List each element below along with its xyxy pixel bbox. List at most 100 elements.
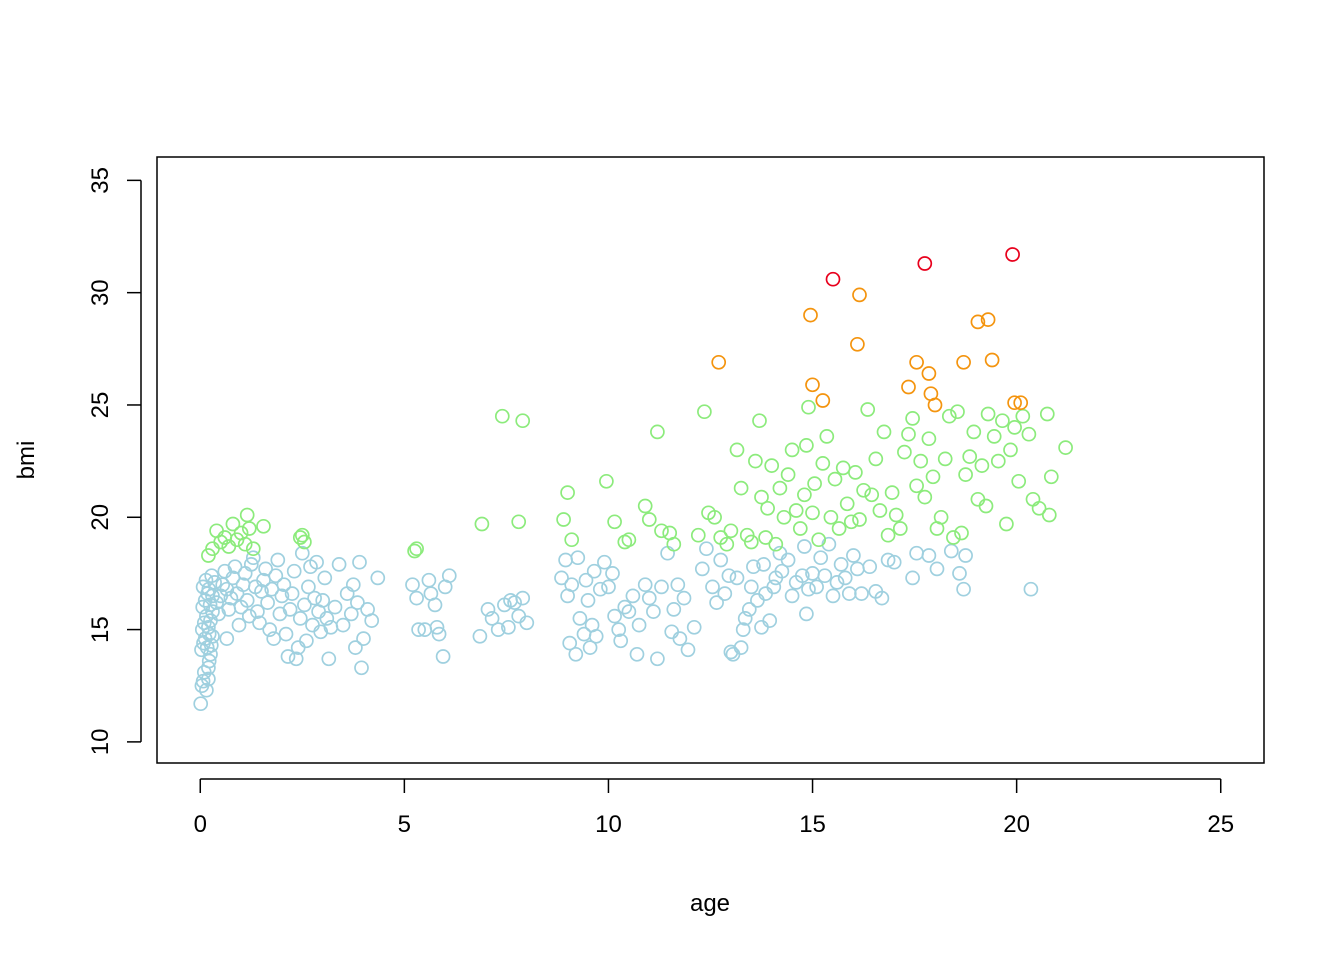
data-point xyxy=(507,595,522,610)
data-point xyxy=(511,608,527,624)
data-point xyxy=(801,581,816,597)
data-point xyxy=(729,442,745,458)
data-point xyxy=(637,577,653,593)
data-point xyxy=(990,453,1006,469)
data-point xyxy=(411,622,426,637)
data-point xyxy=(711,354,727,370)
data-point xyxy=(925,469,941,485)
data-point xyxy=(872,503,888,518)
data-point xyxy=(970,314,986,330)
data-point xyxy=(260,595,275,610)
data-point xyxy=(666,602,682,617)
data-point xyxy=(733,640,749,655)
data-point xyxy=(835,460,851,476)
data-point xyxy=(690,527,706,543)
data-point xyxy=(654,579,669,595)
data-point xyxy=(331,557,347,572)
data-point xyxy=(852,287,867,303)
data-point xyxy=(409,590,424,606)
data-point xyxy=(966,424,982,440)
data-point xyxy=(986,429,1002,444)
data-point xyxy=(1041,507,1057,523)
data-point xyxy=(270,552,286,568)
data-point xyxy=(958,548,973,563)
data-point xyxy=(650,424,665,440)
data-point xyxy=(480,602,496,617)
data-point xyxy=(203,637,219,653)
data-point xyxy=(621,604,637,619)
data-point xyxy=(1021,426,1037,442)
data-point xyxy=(629,646,645,662)
data-point xyxy=(617,599,633,615)
data-point xyxy=(646,604,661,619)
data-point xyxy=(748,453,763,469)
data-point xyxy=(799,438,814,453)
data-point xyxy=(282,602,298,617)
data-point xyxy=(705,579,720,595)
data-point xyxy=(637,498,653,514)
data-point xyxy=(713,552,729,568)
data-point xyxy=(862,559,878,575)
data-point xyxy=(901,426,916,442)
data-point xyxy=(760,500,775,516)
data-point xyxy=(582,640,598,655)
data-point xyxy=(501,619,516,635)
data-point xyxy=(874,590,890,606)
data-point xyxy=(268,568,284,584)
data-point xyxy=(892,521,908,536)
data-point xyxy=(937,451,953,467)
data-point xyxy=(562,635,578,651)
data-point xyxy=(729,570,745,586)
data-point xyxy=(490,622,506,637)
data-point xyxy=(607,514,622,530)
data-point xyxy=(284,586,300,601)
data-point xyxy=(909,545,924,561)
data-point xyxy=(294,527,310,543)
data-point xyxy=(754,489,769,505)
data-point xyxy=(315,593,331,608)
data-point xyxy=(913,453,929,469)
data-point xyxy=(305,617,320,633)
data-point xyxy=(356,631,371,646)
data-point xyxy=(707,509,722,525)
data-point xyxy=(746,559,761,575)
data-point xyxy=(1031,500,1047,516)
data-point xyxy=(927,397,943,413)
data-point xyxy=(792,521,808,536)
data-point xyxy=(515,590,531,606)
data-point xyxy=(297,534,312,550)
data-point xyxy=(1023,581,1039,597)
data-point xyxy=(641,590,657,606)
data-point xyxy=(1015,408,1031,424)
data-point xyxy=(1043,469,1059,485)
data-point xyxy=(631,617,647,633)
data-point xyxy=(654,523,669,539)
data-point xyxy=(621,532,637,548)
data-point xyxy=(805,505,820,521)
data-point xyxy=(794,568,810,584)
data-point xyxy=(780,552,796,568)
data-point xyxy=(984,352,1000,368)
y-tick-label: 10 xyxy=(87,729,114,756)
data-point xyxy=(354,660,369,676)
data-point xyxy=(741,602,757,617)
data-point xyxy=(607,608,622,624)
data-point xyxy=(797,487,812,503)
data-point xyxy=(409,541,424,557)
x-tick-label: 15 xyxy=(799,811,826,838)
data-point xyxy=(278,626,294,642)
data-point xyxy=(860,402,876,417)
data-point xyxy=(762,613,778,628)
data-point xyxy=(978,498,994,514)
points-layer xyxy=(193,247,1073,712)
data-point xyxy=(558,552,573,568)
data-point xyxy=(441,568,457,584)
data-point xyxy=(880,527,896,543)
y-tick-label: 25 xyxy=(87,392,114,419)
data-point xyxy=(570,550,586,566)
data-point xyxy=(995,413,1010,429)
data-point xyxy=(1003,442,1018,458)
x-tick-label: 5 xyxy=(398,811,411,838)
data-point xyxy=(484,611,500,626)
data-point xyxy=(827,471,843,487)
